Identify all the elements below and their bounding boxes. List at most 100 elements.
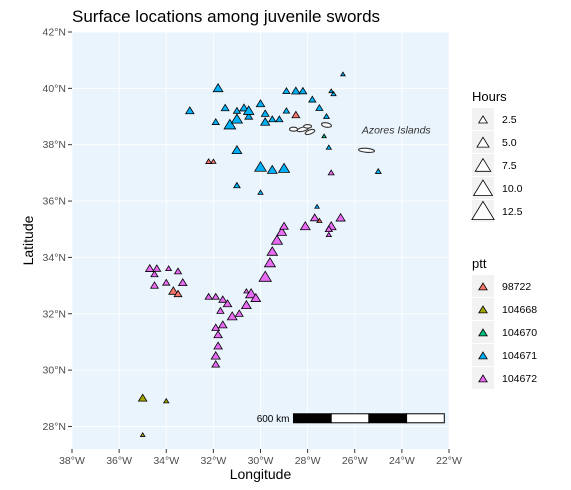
- data-point-104671: [257, 189, 264, 195]
- scale-bar-label: 600 km: [257, 414, 290, 425]
- data-point-104671: [184, 106, 195, 115]
- data-point-104671: [340, 71, 346, 77]
- color-legend-triangle: [478, 305, 488, 314]
- data-point-98722: [205, 158, 213, 164]
- size-legend: Hours 2.5 5.0 7.5 10.0 12.5: [471, 89, 523, 222]
- size-legend-triangle: [472, 179, 494, 196]
- data-point-104672: [226, 311, 238, 321]
- data-point-98722: [210, 158, 217, 164]
- scale-bar-segment: [368, 413, 408, 424]
- data-point-104671: [233, 181, 241, 189]
- data-point-104671: [314, 203, 320, 209]
- data-point-104671: [325, 144, 333, 150]
- data-point-104671: [223, 118, 237, 130]
- data-point-104671: [239, 103, 249, 112]
- data-point-104672: [218, 295, 228, 303]
- data-point-104671: [242, 105, 255, 115]
- data-point-104671: [266, 164, 278, 174]
- size-legend-label: 7.5: [502, 160, 517, 172]
- azores-islands-label: Azores Islands: [361, 124, 432, 136]
- data-point-104668: [162, 397, 170, 404]
- data-point-104672: [152, 264, 162, 272]
- data-point-104672: [211, 292, 220, 300]
- grid-layer: [71, 31, 450, 449]
- data-point-104671: [308, 95, 317, 103]
- color-legend-label: 104672: [502, 373, 537, 385]
- data-point-98722: [291, 110, 301, 119]
- color-legend-triangle: [478, 282, 488, 291]
- size-legend-label: 10.0: [502, 183, 523, 195]
- size-legend-label: 2.5: [502, 114, 517, 126]
- data-point-104671: [282, 107, 291, 114]
- x-tick-label: 26°W: [342, 455, 368, 467]
- size-legend-triangle: [474, 157, 492, 172]
- data-point-104671: [220, 103, 230, 112]
- y-tick-label: 32°N: [43, 308, 66, 320]
- data-point-104672: [210, 350, 221, 360]
- data-point-104672: [211, 360, 221, 368]
- scale-bar-segment: [330, 413, 370, 424]
- color-legend-triangle: [478, 328, 488, 337]
- data-point-104671: [298, 86, 308, 95]
- y-tick-label: 28°N: [43, 421, 66, 433]
- data-point-104671: [315, 103, 324, 111]
- size-legend-triangle: [476, 136, 490, 148]
- x-axis-title: Longitude: [230, 466, 292, 482]
- data-point-104672: [234, 309, 244, 317]
- data-point-104672: [204, 292, 213, 300]
- data-point-104672: [327, 169, 335, 176]
- color-legend-title: ptt: [472, 256, 487, 271]
- y-tick-label: 34°N: [43, 252, 66, 264]
- data-point-104672: [250, 292, 262, 302]
- data-point-104672: [216, 306, 225, 314]
- color-legend: ptt 98722 104668 104670 104671 104672: [472, 256, 537, 389]
- data-point-104672: [213, 330, 223, 339]
- chart-title: Surface locations among juvenile swords: [72, 7, 380, 26]
- x-tick-label: 36°W: [106, 455, 132, 467]
- island-shape: [304, 128, 316, 136]
- data-point-104672: [325, 231, 333, 238]
- x-tick-label: 24°W: [389, 455, 415, 467]
- data-point-104672: [270, 234, 284, 245]
- color-legend-triangle: [478, 351, 488, 360]
- data-point-104671: [282, 87, 291, 94]
- x-tick-label: 30°W: [248, 455, 274, 467]
- data-point-104672: [222, 299, 233, 308]
- y-tick-label: 42°N: [43, 27, 66, 39]
- data-point-104672: [149, 281, 160, 289]
- island-shape: [320, 122, 332, 128]
- island-shape: [303, 124, 313, 129]
- data-point-104671: [260, 109, 270, 117]
- data-point-104671: [231, 144, 243, 155]
- data-point-104672: [144, 263, 155, 272]
- x-tick-label: 22°W: [436, 455, 462, 467]
- color-legend-label: 98722: [502, 281, 531, 293]
- x-tick-label: 28°W: [295, 455, 321, 467]
- data-point-104671: [259, 117, 271, 126]
- data-point-104672: [276, 226, 288, 236]
- x-tick-label: 32°W: [200, 455, 226, 467]
- size-legend-label: 12.5: [502, 206, 523, 218]
- data-point-104670: [321, 133, 328, 139]
- data-point-104671: [230, 113, 244, 124]
- data-point-104671: [232, 106, 242, 114]
- color-legend-triangle: [478, 374, 488, 383]
- data-point-98722: [173, 289, 183, 298]
- data-points: [137, 71, 382, 437]
- data-point-104672: [211, 323, 221, 331]
- data-point-98722: [168, 286, 179, 295]
- data-point-104671: [212, 82, 224, 93]
- size-legend-triangle: [471, 200, 495, 221]
- data-point-104671: [244, 112, 254, 120]
- data-point-104671: [268, 115, 277, 123]
- data-point-104672: [150, 270, 159, 278]
- data-point-104672: [266, 246, 279, 256]
- data-point-104671: [330, 90, 337, 97]
- x-tick-label: 34°W: [153, 455, 179, 467]
- data-point-104672: [213, 341, 223, 350]
- data-point-104668: [137, 393, 148, 402]
- data-point-104672: [263, 257, 277, 268]
- data-point-104671: [275, 115, 284, 123]
- data-point-104672: [165, 265, 173, 272]
